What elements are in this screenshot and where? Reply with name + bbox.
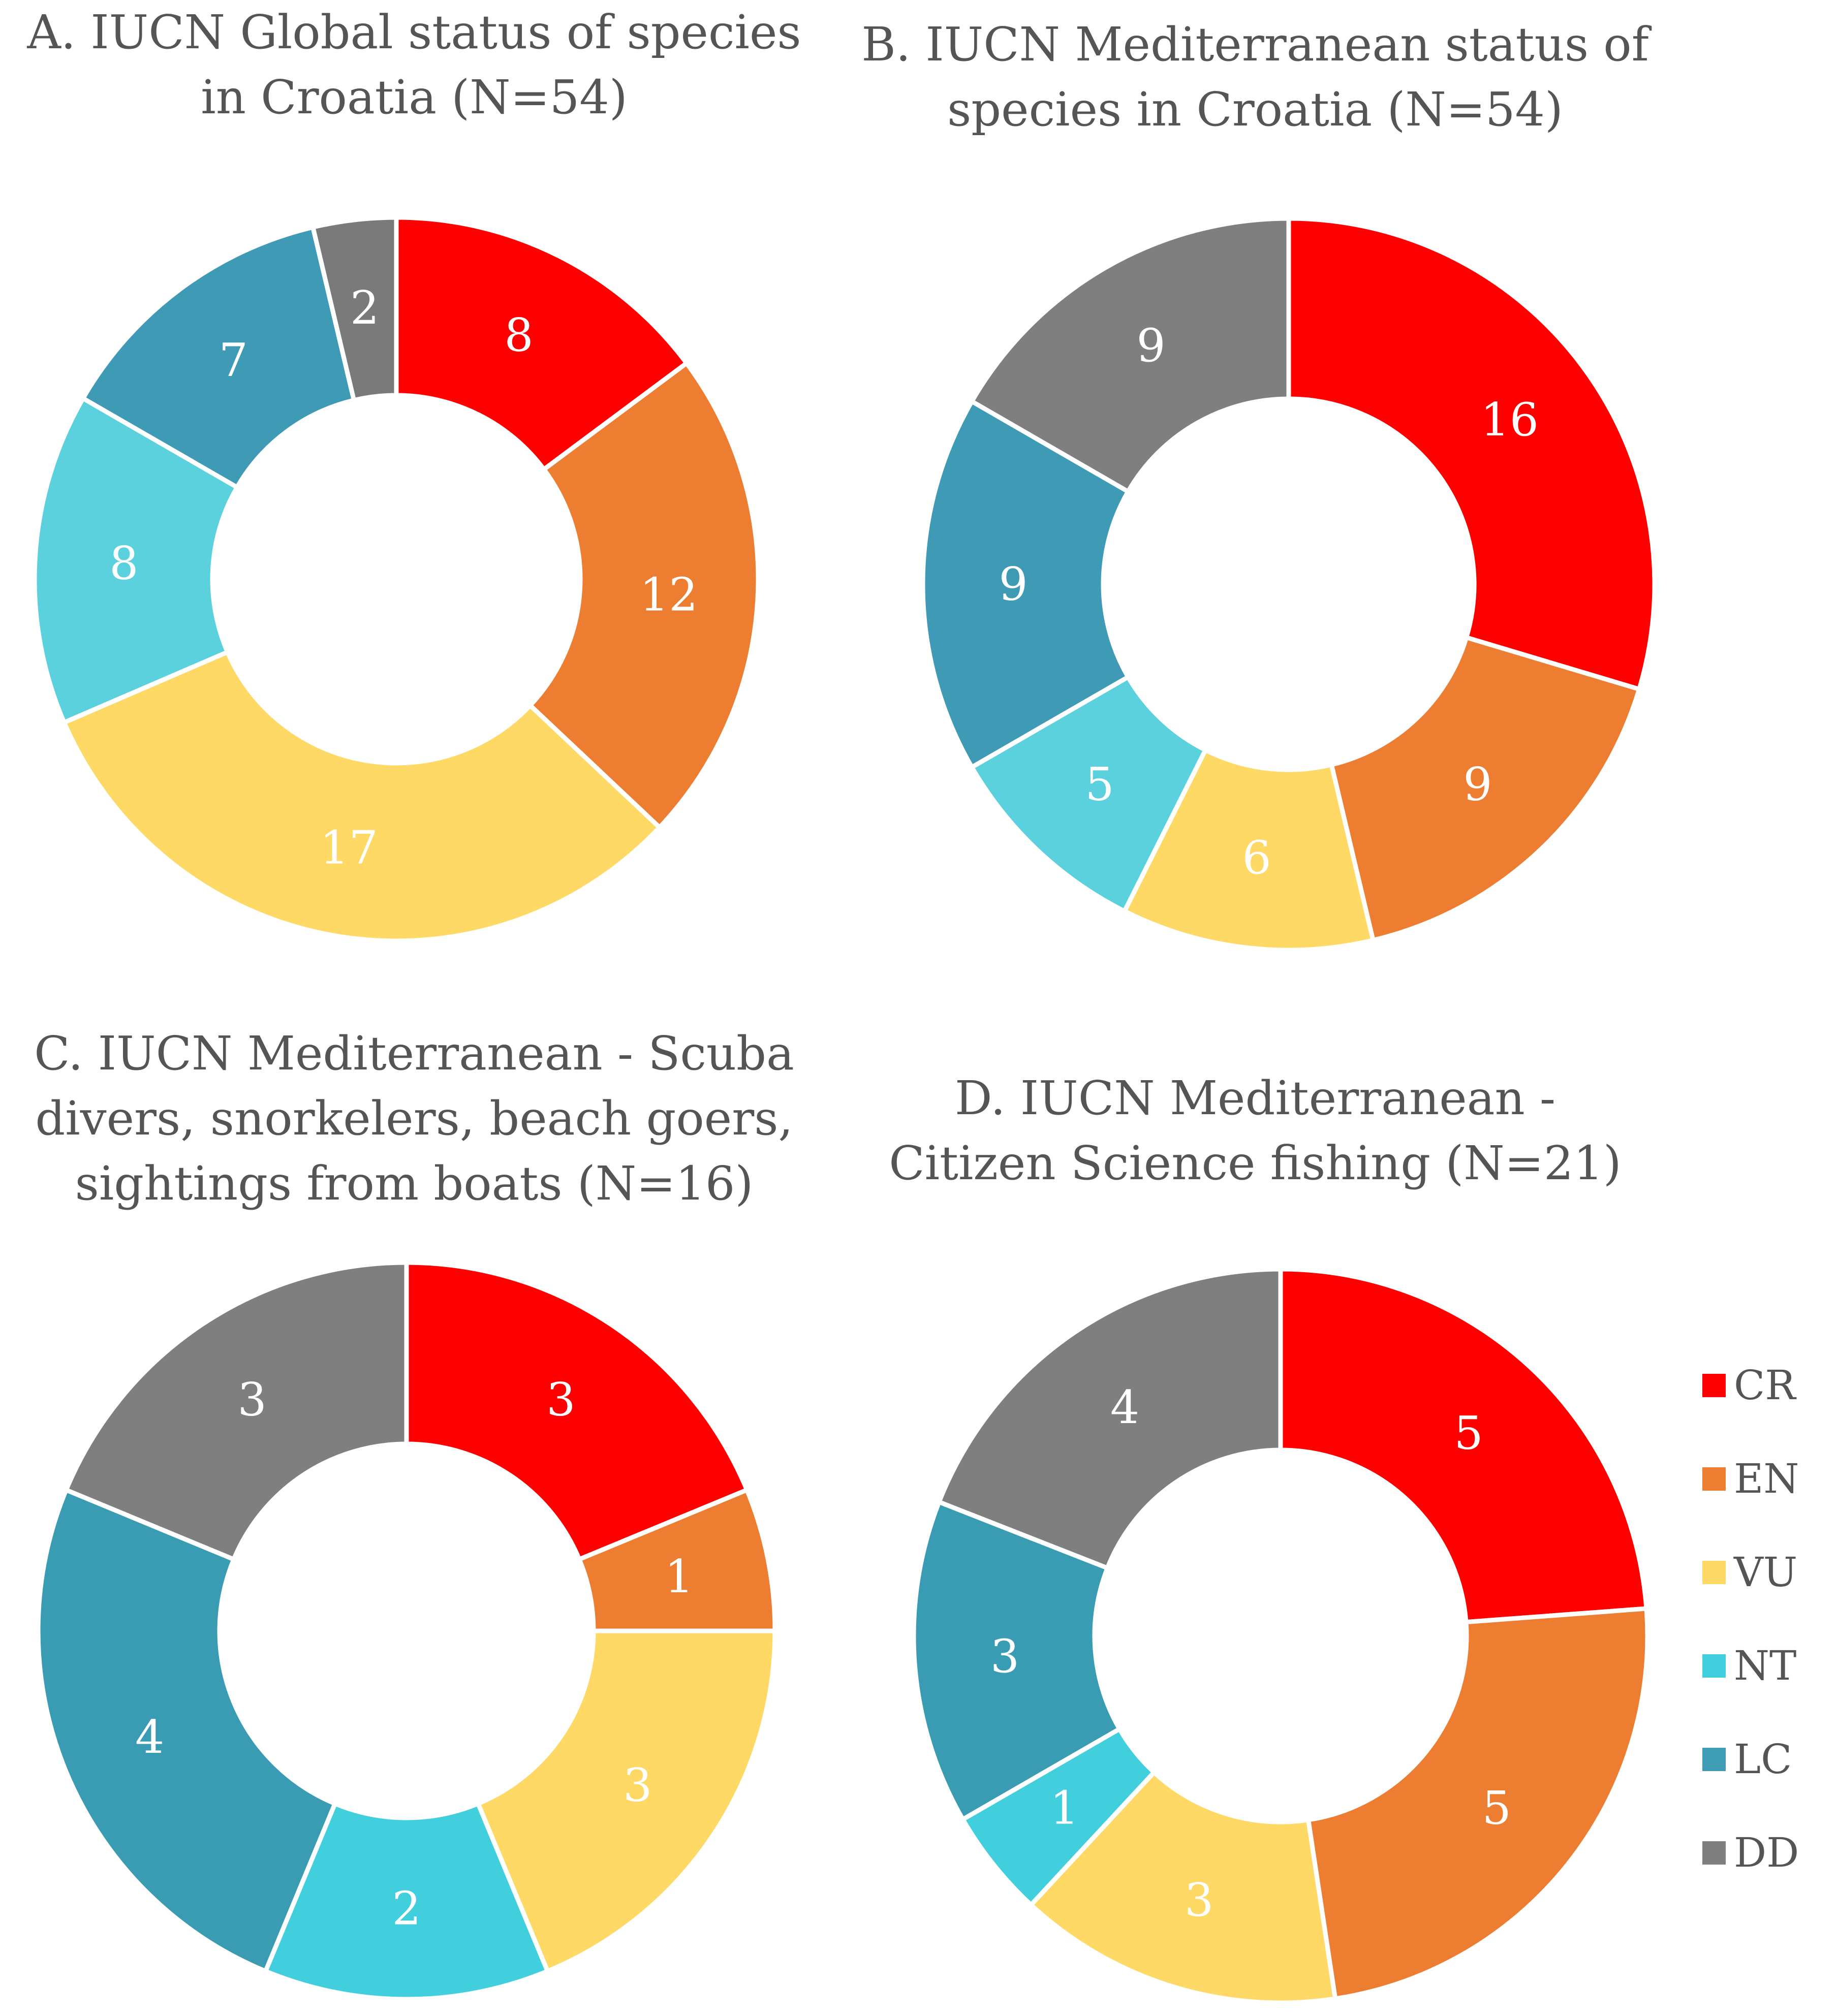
donut-slice-en bbox=[526, 360, 761, 831]
donut-slice-en bbox=[1328, 635, 1642, 943]
chart-panel-a: A. IUCN Global status of species in Croa… bbox=[0, 0, 828, 996]
donut-slice-cr bbox=[1286, 216, 1657, 692]
chart-title: D. IUCN Mediterranean - Citizen Science … bbox=[833, 1066, 1677, 1196]
data-label-lc: 3 bbox=[990, 1630, 1019, 1683]
data-label-cr: 3 bbox=[546, 1373, 575, 1427]
data-label-cr: 5 bbox=[1454, 1407, 1483, 1460]
legend-swatch bbox=[1702, 1748, 1726, 1771]
donut-slice-nt bbox=[262, 1801, 551, 2002]
chart-title-line: sightings from boats (N=16) bbox=[75, 1156, 754, 1211]
legend-label: EN bbox=[1734, 1455, 1799, 1502]
legend-label: LC bbox=[1734, 1736, 1792, 1783]
legend-swatch bbox=[1702, 1561, 1726, 1584]
data-label-nt: 5 bbox=[1085, 758, 1114, 811]
chart-panel-c: C. IUCN Mediterranean - Scuba divers, sn… bbox=[0, 1006, 828, 2016]
donut-chart-c: 3 1 3 2 4 3 bbox=[36, 1260, 777, 2002]
chart-panel-d: D. IUCN Mediterranean - Citizen Science … bbox=[833, 1006, 1677, 2016]
donut-slice-vu bbox=[1028, 1769, 1338, 2005]
data-label-en: 1 bbox=[665, 1550, 694, 1603]
donut-slice-nt bbox=[32, 395, 240, 726]
data-label-vu: 6 bbox=[1242, 831, 1271, 885]
data-label-cr: 16 bbox=[1480, 393, 1539, 447]
data-label-dd: 3 bbox=[237, 1373, 266, 1427]
data-label-en: 9 bbox=[1463, 758, 1492, 811]
chart-title-line: divers, snorkelers, beach goers, bbox=[35, 1091, 793, 1146]
donut-slice-cr bbox=[1278, 1267, 1649, 1625]
legend-label: NT bbox=[1734, 1642, 1797, 1689]
donut-slice-vu bbox=[475, 1628, 777, 1974]
chart-title-line: in Croatia (N=54) bbox=[201, 70, 628, 124]
donut-slice-cr bbox=[404, 1260, 750, 1563]
donut-slice-dd bbox=[310, 215, 399, 403]
donut-slice-vu bbox=[1121, 747, 1376, 953]
data-label-lc: 4 bbox=[135, 1711, 164, 1764]
data-label-nt: 8 bbox=[109, 537, 138, 590]
data-label-lc: 7 bbox=[219, 334, 248, 387]
donut-chart-d: 5 5 3 1 3 4 bbox=[911, 1267, 1650, 2005]
data-label-nt: 1 bbox=[1050, 1782, 1079, 1835]
chart-title-line: D. IUCN Mediterranean - bbox=[954, 1071, 1556, 1125]
chart-title-line: species in Croatia (N=54) bbox=[947, 82, 1563, 137]
chart-panel-b: B. IUCN Mediterranean status of species … bbox=[833, 0, 1677, 996]
donut-chart-a: 8 12 17 8 7 2 bbox=[32, 215, 761, 943]
donut-slice-dd bbox=[936, 1267, 1283, 1571]
data-label-dd: 9 bbox=[1136, 319, 1165, 372]
chart-title-line: Citizen Science fishing (N=21) bbox=[889, 1136, 1622, 1190]
data-label-en: 5 bbox=[1482, 1782, 1511, 1835]
legend-label: DD bbox=[1734, 1829, 1799, 1876]
legend-swatch bbox=[1702, 1374, 1726, 1397]
legend-label: VU bbox=[1734, 1549, 1798, 1596]
data-label-vu: 17 bbox=[320, 821, 378, 874]
data-label-nt: 2 bbox=[392, 1882, 421, 1936]
legend-label: CR bbox=[1734, 1362, 1796, 1409]
data-label-lc: 9 bbox=[999, 558, 1028, 611]
legend-swatch bbox=[1702, 1841, 1726, 1865]
chart-title: B. IUCN Mediterranean status of species … bbox=[833, 12, 1677, 142]
legend-swatch bbox=[1702, 1654, 1726, 1678]
chart-title-line: B. IUCN Mediterranean status of bbox=[861, 17, 1649, 72]
donut-slice-dd bbox=[63, 1260, 409, 1563]
data-label-dd: 4 bbox=[1110, 1381, 1139, 1434]
data-label-vu: 3 bbox=[623, 1758, 652, 1812]
chart-title-line: A. IUCN Global status of species bbox=[27, 5, 801, 59]
donut-slice-vu bbox=[61, 649, 663, 943]
donut-slice-dd bbox=[969, 216, 1291, 495]
legend-swatch bbox=[1702, 1467, 1726, 1491]
donut-slice-en bbox=[1305, 1606, 1650, 2002]
chart-title: C. IUCN Mediterranean - Scuba divers, sn… bbox=[0, 1021, 828, 1216]
donut-slice-cr bbox=[394, 215, 690, 473]
donut-slice-lc bbox=[911, 1499, 1123, 1823]
data-label-en: 12 bbox=[640, 569, 698, 622]
chart-title: A. IUCN Global status of species in Croa… bbox=[0, 0, 828, 130]
donut-slice-lc bbox=[920, 398, 1132, 771]
data-label-dd: 2 bbox=[350, 281, 379, 335]
donut-slice-lc bbox=[36, 1487, 338, 1974]
data-label-cr: 8 bbox=[504, 309, 533, 362]
data-label-vu: 3 bbox=[1185, 1873, 1213, 1927]
donut-chart-b: 16 9 6 5 9 9 bbox=[920, 216, 1657, 953]
donut-slice-lc bbox=[80, 224, 357, 491]
chart-title-line: C. IUCN Mediterranean - Scuba bbox=[34, 1026, 794, 1081]
